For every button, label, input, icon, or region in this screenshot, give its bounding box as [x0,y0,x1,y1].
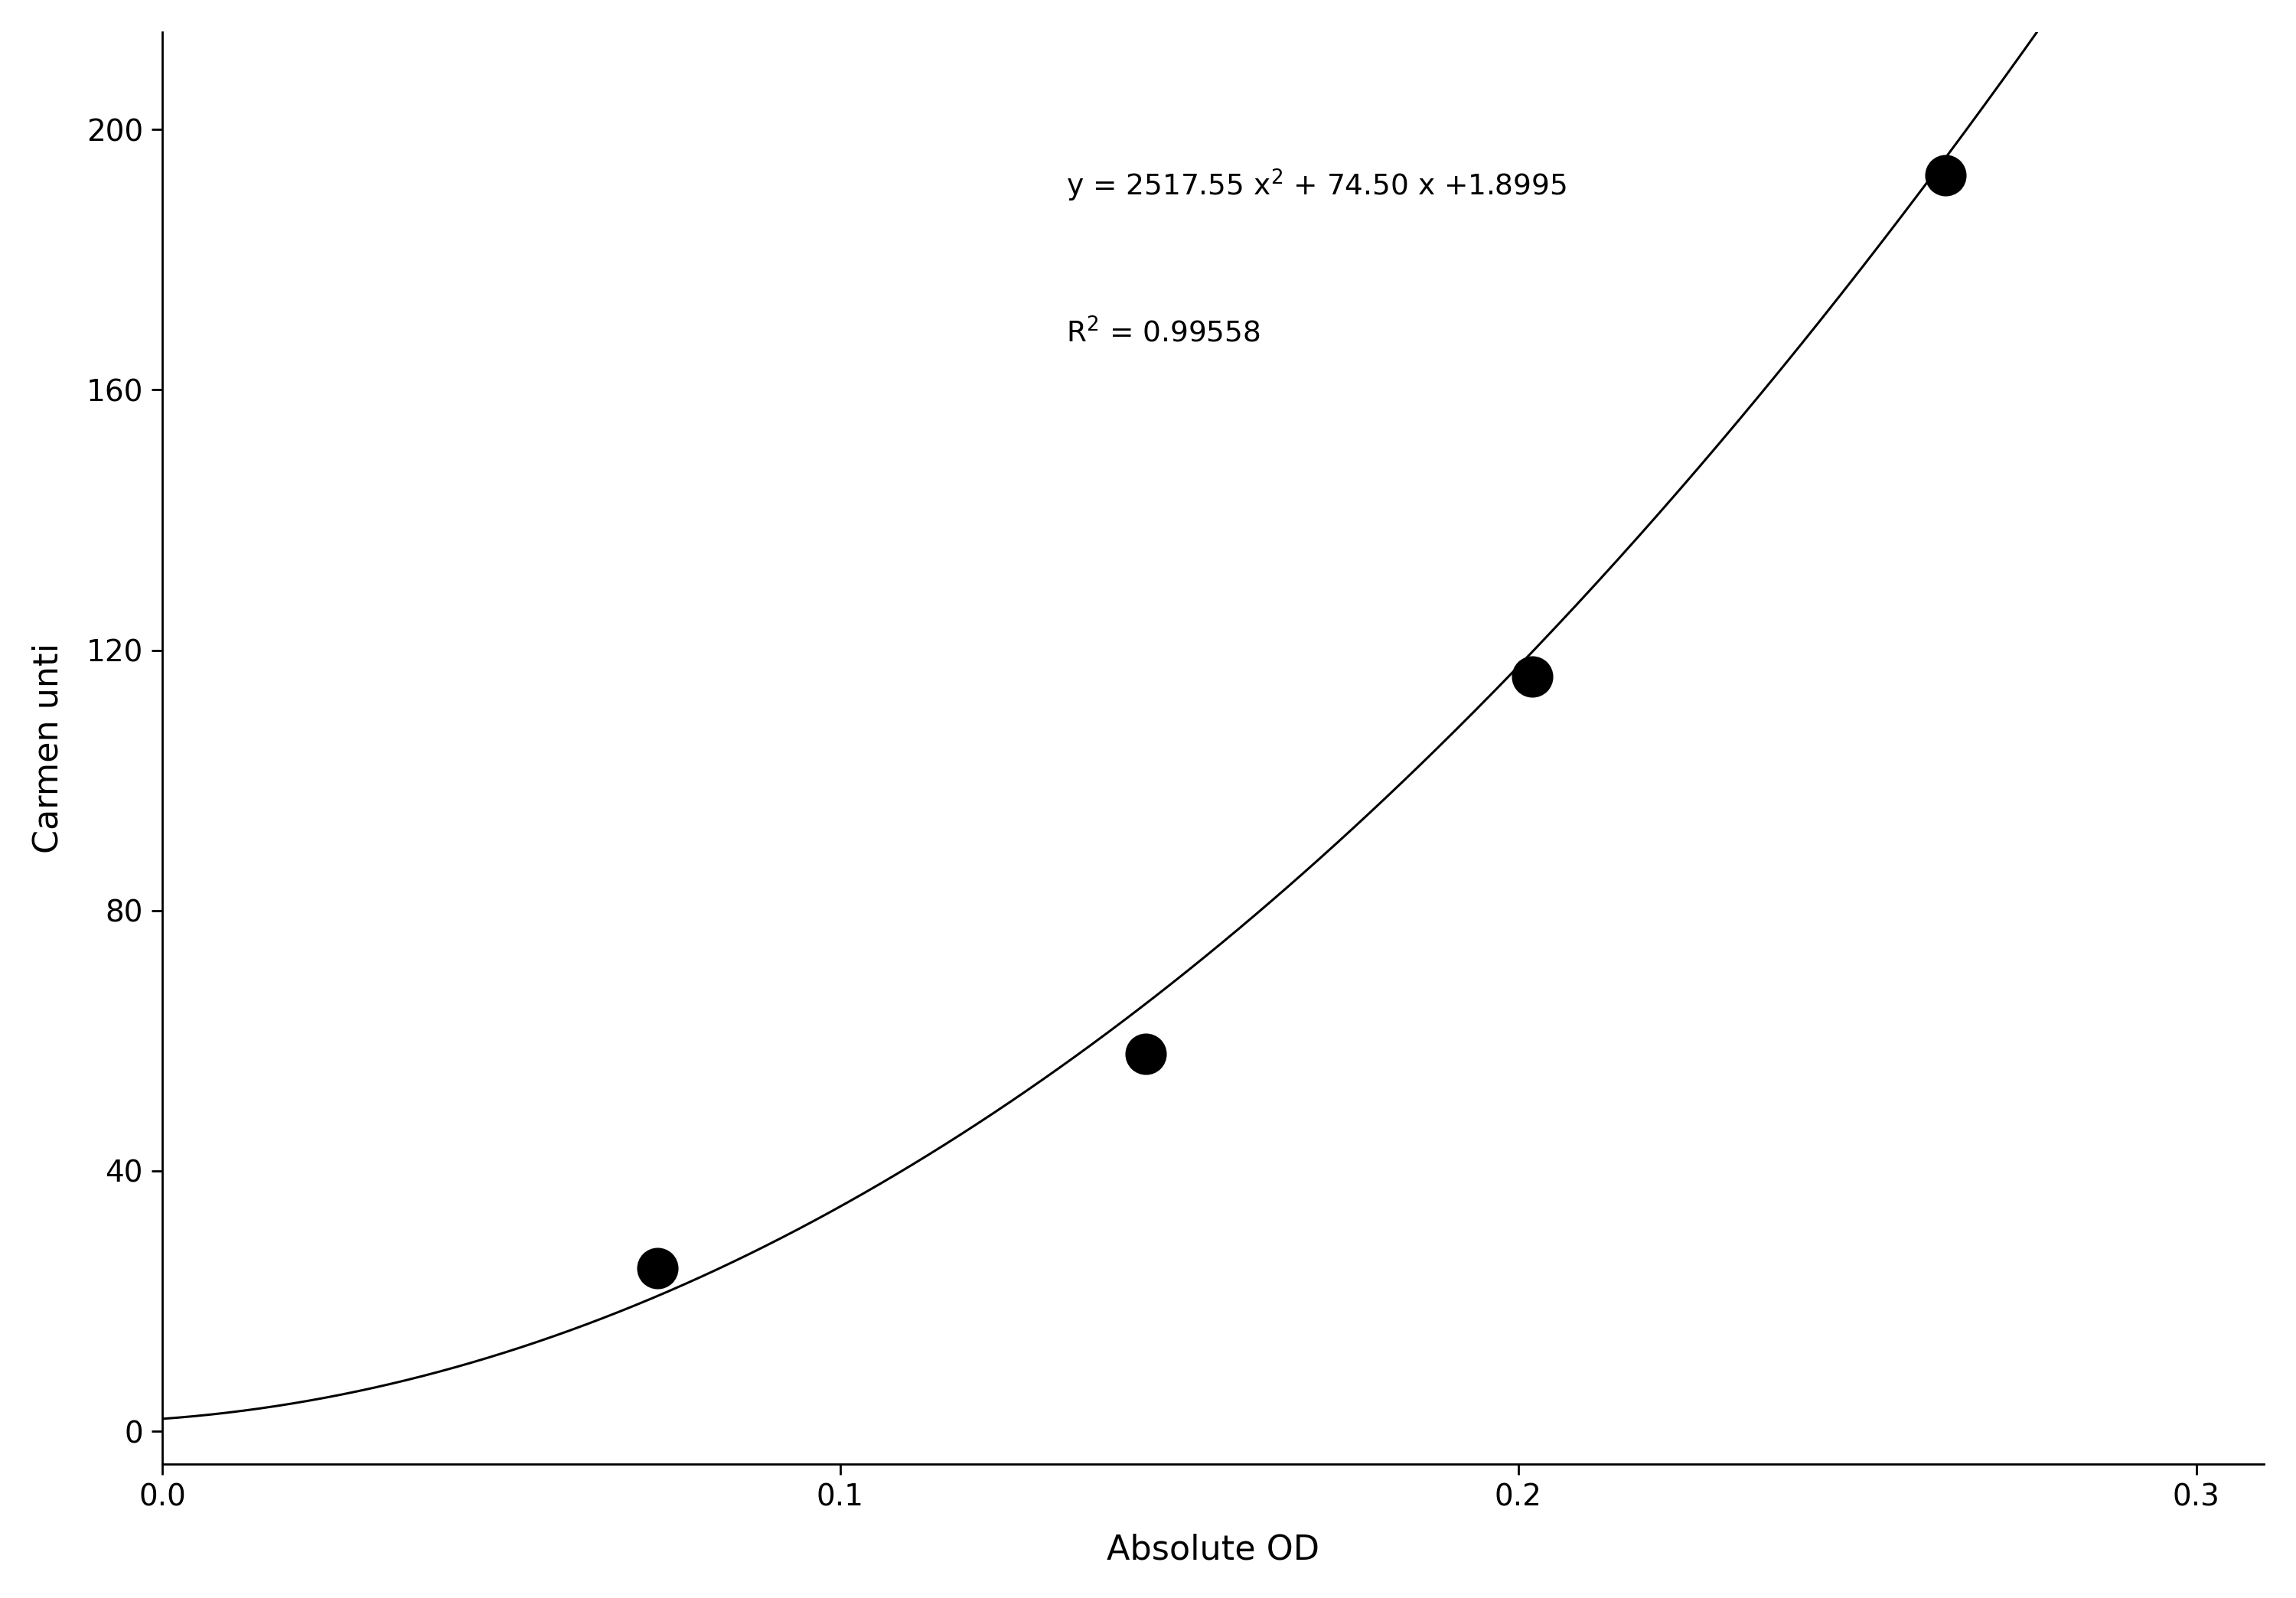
Text: y = 2517.55 x$^{2}$ + 74.50 x +1.8995: y = 2517.55 x$^{2}$ + 74.50 x +1.8995 [1065,168,1566,203]
X-axis label: Absolute OD: Absolute OD [1107,1532,1320,1566]
Y-axis label: Carmen unti: Carmen unti [32,642,64,853]
Point [1127,1040,1164,1066]
Point [1926,163,1963,189]
Point [638,1256,675,1282]
Point [1513,663,1550,689]
Text: R$^{2}$ = 0.99558: R$^{2}$ = 0.99558 [1065,318,1261,348]
